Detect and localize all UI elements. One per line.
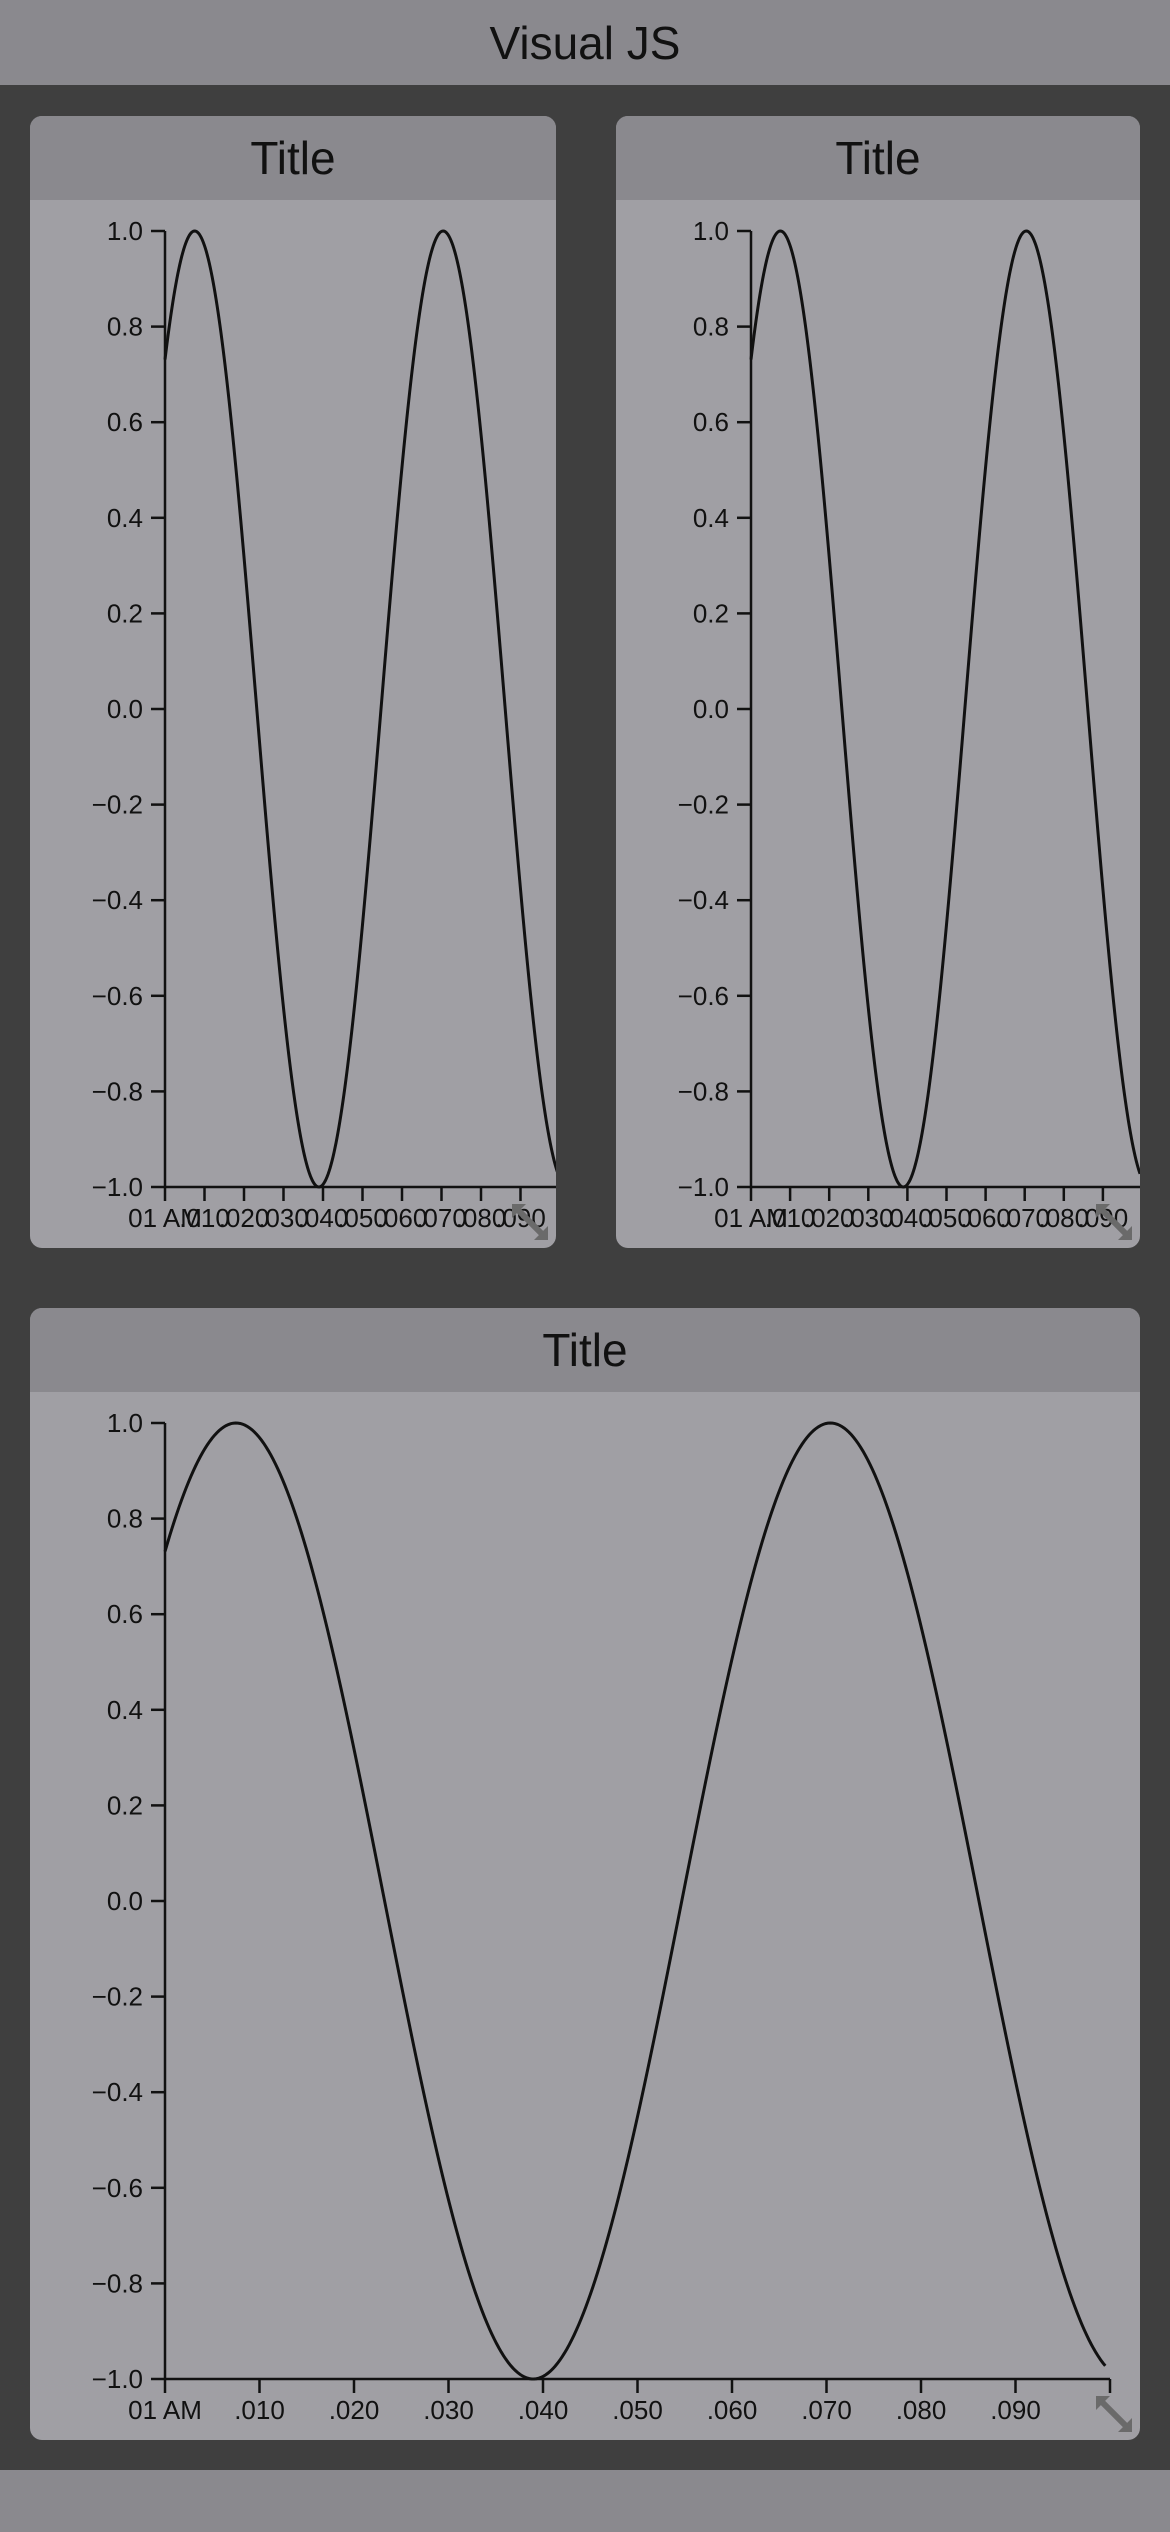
x-tick-label: .040 xyxy=(518,2395,569,2425)
y-tick-label: 1.0 xyxy=(693,216,729,246)
x-tick-label: 01 AM xyxy=(128,2395,202,2425)
y-tick-label: 0.2 xyxy=(107,1790,143,1820)
y-tick-label: −0.8 xyxy=(678,1076,729,1106)
x-tick-label: .060 xyxy=(377,1203,428,1233)
y-tick-label: 0.0 xyxy=(693,694,729,724)
chart-panel-header: Title xyxy=(30,116,556,200)
y-tick-label: −1.0 xyxy=(92,1172,143,1202)
x-tick-label: .070 xyxy=(801,2395,852,2425)
x-tick-label: .080 xyxy=(896,2395,947,2425)
y-tick-label: −0.8 xyxy=(92,1076,143,1106)
x-tick-label: .030 xyxy=(843,1203,894,1233)
app-header: Visual JS xyxy=(0,0,1170,85)
x-tick-label: .050 xyxy=(612,2395,663,2425)
x-tick-label: 01 AM xyxy=(714,1203,788,1233)
y-tick-label: 0.2 xyxy=(107,598,143,628)
y-tick-label: −1.0 xyxy=(678,1172,729,1202)
x-tick-label: .090 xyxy=(990,2395,1041,2425)
y-tick-label: 0.6 xyxy=(107,407,143,437)
y-tick-label: −0.2 xyxy=(678,790,729,820)
x-tick-label: .070 xyxy=(999,1203,1050,1233)
chart-title: Title xyxy=(835,132,921,184)
y-tick-label: 0.6 xyxy=(107,1599,143,1629)
x-tick-label: .040 xyxy=(298,1203,349,1233)
chart-panel-1: Title 1.0 0.8 0.6 0.4 0.2 0.0 −0.2 −0.4 −0.6 −0.8… xyxy=(30,116,556,1248)
chart-title: Title xyxy=(250,132,336,184)
resize-diagonal-icon[interactable] xyxy=(1096,1204,1132,1240)
y-tick-label: 0.0 xyxy=(107,694,143,724)
chart-title: Title xyxy=(542,1324,628,1376)
y-tick-label: 0.4 xyxy=(107,1695,143,1725)
y-tick-label: −0.6 xyxy=(92,981,143,1011)
x-tick-label: .040 xyxy=(882,1203,933,1233)
x-tick-label: 01 AM xyxy=(128,1203,202,1233)
x-tick-label: .060 xyxy=(960,1203,1011,1233)
app-title: Visual JS xyxy=(489,16,681,69)
y-tick-label: −0.4 xyxy=(92,885,143,915)
y-tick-label: 0.2 xyxy=(693,598,729,628)
series-line xyxy=(749,229,1140,1189)
x-tick-label: .030 xyxy=(258,1203,309,1233)
x-tick-label: .010 xyxy=(765,1203,816,1233)
x-tick-label: .020 xyxy=(804,1203,855,1233)
x-tick-label: .060 xyxy=(707,2395,758,2425)
x-tick-label: .020 xyxy=(329,2395,380,2425)
y-tick-label: 0.0 xyxy=(107,1886,143,1916)
line-chart: 1.0 0.8 0.6 0.4 0.2 0.0 −0.2 −0.4 −0.6 −0.8 −1.001… xyxy=(92,216,556,1240)
app-footer xyxy=(0,2470,1170,2532)
y-tick-label: 1.0 xyxy=(107,216,143,246)
y-tick-label: 1.0 xyxy=(107,1408,143,1438)
resize-diagonal-icon[interactable] xyxy=(1096,2396,1132,2432)
chart-panel-2: Title 1.0 0.8 0.6 0.4 0.2 0.0 −0.2 −0.4 −0.6 −0.8… xyxy=(616,116,1140,1248)
x-tick-label: .080 xyxy=(456,1203,507,1233)
y-tick-label: −0.4 xyxy=(92,2077,143,2107)
x-tick-label: .020 xyxy=(219,1203,270,1233)
line-chart: 1.0 0.8 0.6 0.4 0.2 0.0 −0.2 −0.4 −0.6 −0.8 −1.001… xyxy=(92,1408,1132,2432)
chart-panel-header: Title xyxy=(30,1308,1140,1392)
y-tick-label: 0.8 xyxy=(107,1504,143,1534)
x-tick-label: .050 xyxy=(337,1203,388,1233)
x-tick-label: .030 xyxy=(423,2395,474,2425)
y-tick-label: 0.4 xyxy=(693,503,729,533)
y-tick-label: −0.8 xyxy=(92,2268,143,2298)
series-line xyxy=(163,1421,1107,2381)
y-tick-label: −0.6 xyxy=(678,981,729,1011)
y-tick-label: −0.2 xyxy=(92,1982,143,2012)
x-tick-label: .010 xyxy=(234,2395,285,2425)
y-tick-label: 0.4 xyxy=(107,503,143,533)
y-tick-label: −1.0 xyxy=(92,2364,143,2394)
y-tick-label: 0.8 xyxy=(693,312,729,342)
y-tick-label: −0.4 xyxy=(678,885,729,915)
y-tick-label: −0.2 xyxy=(92,790,143,820)
series-line xyxy=(163,229,556,1189)
line-chart: 1.0 0.8 0.6 0.4 0.2 0.0 −0.2 −0.4 −0.6 −0.8 −1.001… xyxy=(678,216,1140,1240)
y-tick-label: 0.6 xyxy=(693,407,729,437)
resize-diagonal-icon[interactable] xyxy=(512,1204,548,1240)
x-tick-label: .070 xyxy=(416,1203,467,1233)
x-tick-label: .050 xyxy=(921,1203,972,1233)
x-tick-label: .010 xyxy=(179,1203,230,1233)
y-tick-label: −0.6 xyxy=(92,2173,143,2203)
chart-panel-3: Title 1.0 0.8 0.6 0.4 0.2 0.0 −0.2 −0.4 −0.6 −0.8… xyxy=(30,1308,1140,2440)
chart-panel-header: Title xyxy=(616,116,1140,200)
y-tick-label: 0.8 xyxy=(107,312,143,342)
x-tick-label: .080 xyxy=(1038,1203,1089,1233)
